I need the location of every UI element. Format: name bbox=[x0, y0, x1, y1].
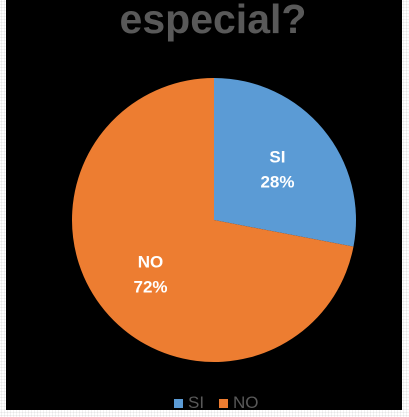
legend-swatch-si bbox=[174, 399, 183, 408]
slice-percent-label-no: 72% bbox=[134, 277, 168, 296]
slice-category-label-si: SI bbox=[269, 148, 285, 167]
slice-category-label-no: NO bbox=[138, 252, 164, 271]
slice-percent-label-si: 28% bbox=[260, 173, 294, 192]
pie-slices bbox=[72, 78, 357, 362]
legend-label-no: NO bbox=[233, 393, 259, 412]
pie-slice-no bbox=[72, 78, 354, 362]
chart-legend: SI NO bbox=[174, 393, 259, 412]
pie-slice-si bbox=[214, 78, 357, 247]
slice-labels: SI 28% NO 72% bbox=[134, 148, 295, 297]
legend-label-si: SI bbox=[188, 393, 204, 412]
chart-title: especial? bbox=[120, 0, 307, 42]
legend-swatch-no bbox=[219, 399, 228, 408]
